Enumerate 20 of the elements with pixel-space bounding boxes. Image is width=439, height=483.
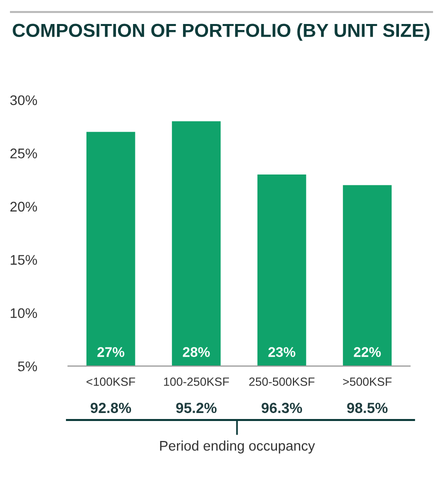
text: 96.3% [262, 402, 302, 414]
y-tick-label: 15% [10, 255, 37, 265]
y-tick-label: 20% [10, 202, 37, 212]
y-tick-label: 10% [10, 308, 37, 318]
data-label: 28% [182, 347, 210, 357]
data-label: 23% [268, 347, 296, 357]
y-tick-label: 30% [10, 95, 37, 106]
text: 98.5% [347, 402, 388, 414]
chart-title: COMPOSITION OF PORTFOLIO (BY UNIT SIZE) [12, 23, 430, 41]
data-label: 22% [354, 347, 381, 357]
data-label: 27% [97, 347, 124, 357]
y-tick-label: 25% [10, 148, 37, 158]
x-tick-label: 250-500KSF [249, 378, 314, 386]
x-tick-label: <100KSF [86, 378, 136, 386]
text: 95.2% [176, 402, 217, 414]
y-tick-label: 5% [18, 362, 37, 372]
text: 92.8% [90, 402, 132, 414]
x-tick-label: >500KSF [343, 378, 392, 386]
x-tick-label: 100-250KSF [164, 378, 229, 386]
x-axis-title: Period ending occupancy [160, 440, 315, 454]
